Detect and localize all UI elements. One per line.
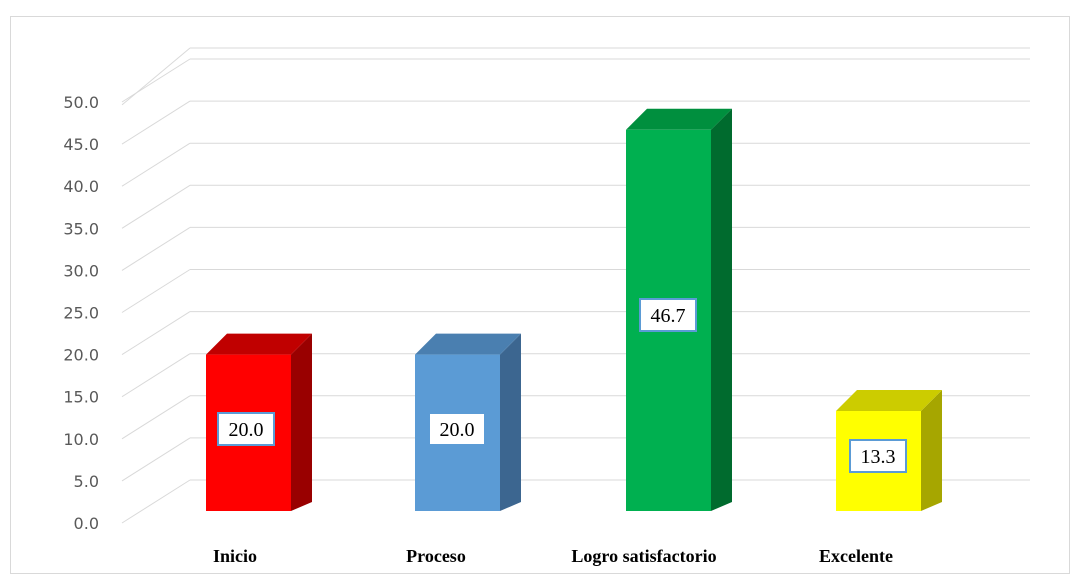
y-tick-label: 30.0	[63, 261, 99, 280]
gridline-top-diag	[121, 47, 191, 106]
bar-side	[711, 108, 732, 511]
bar-top	[626, 108, 732, 130]
bars	[206, 108, 942, 511]
data-label-box	[217, 412, 275, 446]
data-label-value: 46.7	[651, 305, 686, 327]
data-label-value: 13.3	[861, 446, 896, 468]
gridline-diagonal	[121, 311, 191, 356]
x-category-label: Excelente	[819, 546, 893, 566]
data-label: 13.3	[849, 439, 907, 473]
gridline-diagonal	[121, 184, 191, 229]
data-label-box	[639, 298, 697, 332]
x-category-label: Inicio	[213, 546, 257, 566]
bar-side	[500, 333, 521, 511]
gridline-diagonal	[121, 269, 191, 313]
y-tick-label: 50.0	[63, 93, 99, 112]
gridline-diagonal	[121, 437, 191, 482]
data-label-box	[849, 439, 907, 473]
data-labels: 20.0 20.0 46.7 13.3	[217, 298, 907, 473]
data-label-box	[428, 412, 486, 446]
gridline-diagonal	[121, 226, 191, 271]
gridline-diagonal	[121, 395, 191, 440]
bar-side	[921, 390, 942, 511]
bar-top	[836, 390, 942, 412]
bar-side	[291, 333, 312, 511]
gridline-diagonal	[121, 58, 191, 103]
gridline-diagonal	[121, 353, 191, 398]
y-tick-label: 5.0	[74, 472, 99, 491]
gridline-diagonal	[121, 100, 191, 145]
data-label-value: 20.0	[440, 419, 475, 441]
y-tick-label: 25.0	[63, 304, 99, 323]
data-label: 46.7	[639, 298, 697, 332]
y-tick-label: 0.0	[74, 514, 99, 533]
y-tick-label: 35.0	[63, 219, 99, 238]
y-tick-label: 45.0	[63, 135, 99, 154]
y-tick-label: 15.0	[63, 388, 99, 407]
bar-top	[206, 333, 312, 355]
y-tick-label: 40.0	[63, 177, 99, 196]
x-category-label: Logro satisfactorio	[571, 546, 716, 566]
gridline-diagonal	[121, 142, 191, 187]
bar-top	[415, 333, 521, 355]
y-tick-label: 10.0	[63, 430, 99, 449]
y-tick-label: 20.0	[63, 346, 99, 365]
x-axis-categories: Inicio Proceso Logro satisfactorio Excelent…	[213, 546, 893, 566]
y-axis-ticks: 0.0 5.0 10.0 15.0 20.0 25.0 30.0 35.0 40.0 45.0 50…	[63, 93, 99, 533]
gridline-diagonal	[121, 479, 191, 524]
data-label: 20.0	[428, 412, 486, 446]
data-label-value: 20.0	[229, 419, 264, 441]
data-label: 20.0	[217, 412, 275, 446]
x-category-label: Proceso	[406, 546, 466, 566]
